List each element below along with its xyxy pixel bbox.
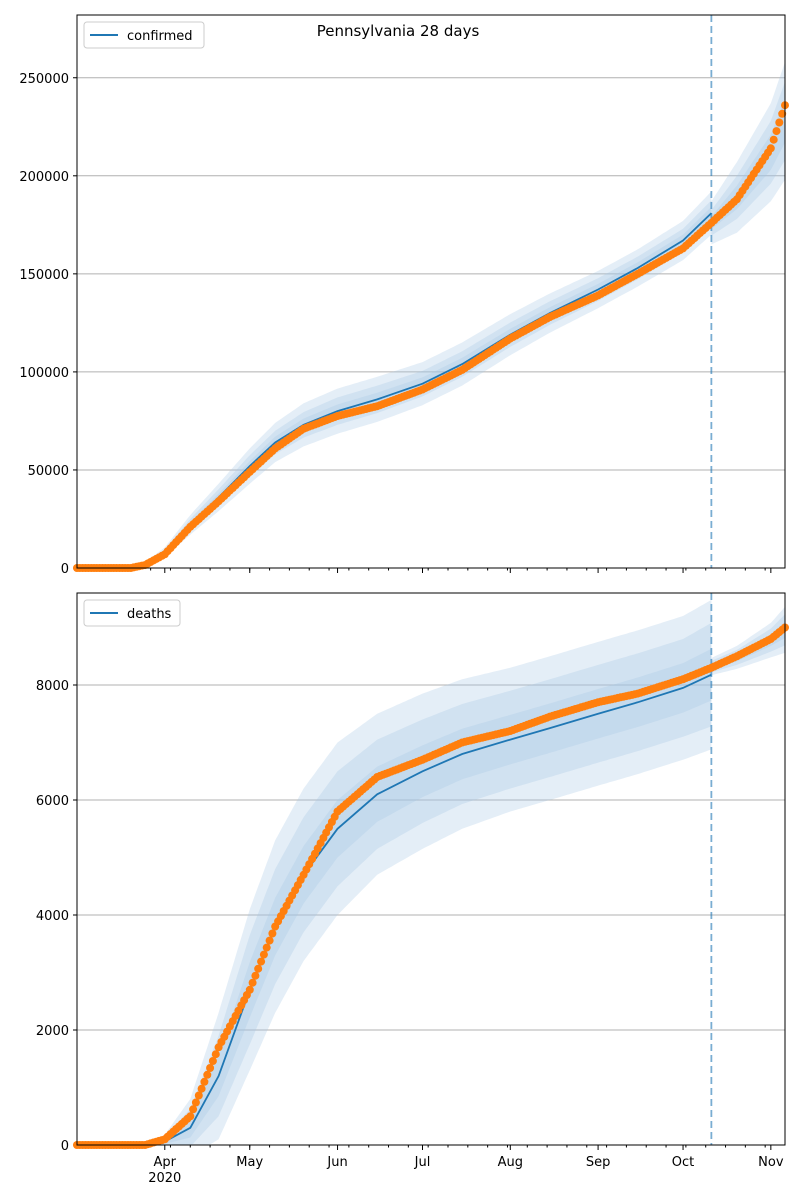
legend-box [83,21,205,49]
x-tick-label: Jun [326,1155,347,1170]
fit-line [77,673,712,1146]
panel-confirmed: 0 50000 100000 150000 200000 250000 confirmed [19,14,789,577]
y-tick-label: 8000 [36,679,69,694]
observed-point [245,985,254,994]
observed-point [259,950,268,959]
x-tick-label: Aug [498,1155,523,1170]
legend-box [83,599,181,627]
y-tick-label: 250000 [19,72,69,87]
observed-point [206,1064,215,1072]
observed-point [191,1098,200,1107]
legend-label: confirmed [127,29,193,44]
observed-point [778,109,787,118]
uncertainty-band-3 [77,206,712,569]
uncertainty-band-3 [711,99,785,230]
observed-point [772,127,781,136]
observed-point [769,135,778,144]
observed-point [265,936,274,945]
observed-point [186,1112,195,1121]
observed-point [257,957,266,966]
x-tick-label: Nov [758,1155,784,1170]
axes-frame [76,592,786,1146]
y-tick-label: 6000 [36,794,69,809]
axes-frame [76,14,786,569]
y-tick-label: 2000 [36,1024,69,1039]
x-tick-label: Oct [672,1155,694,1170]
observed-point [200,1077,209,1086]
y-tick-label: 50000 [28,464,69,479]
observed-point [208,1057,217,1065]
y-tick-label: 4000 [36,909,69,924]
legend: deaths [83,599,181,627]
observed-point [203,1070,212,1079]
y-tick-label: 100000 [19,366,69,381]
x-tick-label: Apr [154,1155,177,1170]
x-tick-label: Sep [586,1155,611,1170]
observed-point [766,144,775,153]
observed-point [194,1091,203,1100]
observed-point [251,971,260,980]
uncertainty-band-1 [711,62,785,245]
x-tick-label: May [236,1155,263,1170]
observed-point [268,929,277,938]
observed-point [775,118,784,127]
uncertainty-band-1 [77,191,712,568]
panel-deaths: 0 2000 4000 6000 8000 Apr May Jun Jul Aug Sep Oct No… [36,592,789,1186]
x-year-label: 2020 [148,1171,181,1186]
uncertainty-band-2 [711,81,785,236]
x-tick-label: Jul [414,1155,431,1170]
y-tick-label: 0 [61,562,69,577]
legend-label: deaths [127,607,172,622]
observed-point [197,1084,206,1093]
y-tick-label: 200000 [19,170,69,185]
y-tick-label: 150000 [19,268,69,283]
observed-point [262,943,271,952]
uncertainty-band-2 [77,200,712,569]
chart-title: Pennsylvania 28 days [317,22,480,40]
observed-point [189,1105,198,1114]
observed-point [248,978,257,987]
legend: confirmed [83,21,205,49]
y-tick-label: 0 [61,1139,69,1154]
observed-point [211,1050,220,1059]
observed-point [254,964,263,973]
